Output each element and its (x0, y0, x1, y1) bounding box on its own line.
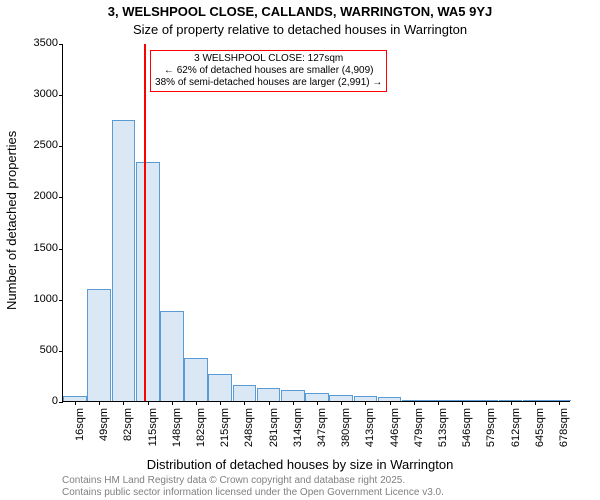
x-tick-label: 281sqm (268, 408, 280, 458)
histogram-bar (281, 390, 305, 401)
histogram-bar (257, 388, 281, 401)
x-tick-label: 380sqm (340, 408, 352, 458)
x-tick-label: 546sqm (461, 408, 473, 458)
x-tick (535, 401, 536, 405)
x-tick (99, 401, 100, 405)
x-tick (462, 401, 463, 405)
x-tick (486, 401, 487, 405)
histogram-bar (233, 385, 257, 401)
x-tick (317, 401, 318, 405)
chart-container: 3, WELSHPOOL CLOSE, CALLANDS, WARRINGTON… (0, 0, 600, 500)
y-tick (59, 402, 63, 403)
x-tick (414, 401, 415, 405)
x-tick-label: 248sqm (243, 408, 255, 458)
annotation-line1: 3 WELSHPOOL CLOSE: 127sqm (155, 53, 382, 65)
x-tick-label: 413sqm (364, 408, 376, 458)
x-tick-label: 347sqm (316, 408, 328, 458)
y-tick-label: 2000 (34, 190, 58, 202)
histogram-bar (87, 289, 111, 402)
x-tick-label: 148sqm (171, 408, 183, 458)
y-tick (59, 44, 63, 45)
reference-line (144, 44, 146, 401)
chart-title-line1: 3, WELSHPOOL CLOSE, CALLANDS, WARRINGTON… (0, 4, 600, 19)
x-tick (390, 401, 391, 405)
y-tick-label: 0 (52, 395, 58, 407)
x-tick-label: 645sqm (534, 408, 546, 458)
histogram-bar (305, 393, 329, 401)
y-tick (59, 95, 63, 96)
x-tick-label: 115sqm (147, 408, 159, 458)
x-tick (365, 401, 366, 405)
y-tick (59, 146, 63, 147)
y-tick-label: 500 (40, 344, 58, 356)
x-tick-label: 479sqm (413, 408, 425, 458)
x-tick-label: 513sqm (437, 408, 449, 458)
attribution-line1: Contains HM Land Registry data © Crown c… (62, 475, 405, 486)
y-tick (59, 197, 63, 198)
x-tick (559, 401, 560, 405)
x-tick (269, 401, 270, 405)
x-tick (293, 401, 294, 405)
x-tick (341, 401, 342, 405)
histogram-bar (160, 311, 184, 401)
chart-title-line2: Size of property relative to detached ho… (0, 22, 600, 37)
y-tick-label: 2500 (34, 139, 58, 151)
x-tick-label: 446sqm (389, 408, 401, 458)
x-tick-label: 678sqm (558, 408, 570, 458)
histogram-bar (112, 120, 136, 401)
x-tick (75, 401, 76, 405)
x-tick-label: 182sqm (195, 408, 207, 458)
annotation-box: 3 WELSHPOOL CLOSE: 127sqm ← 62% of detac… (150, 50, 387, 92)
y-axis-label: Number of detached properties (4, 131, 19, 310)
x-axis-label: Distribution of detached houses by size … (0, 457, 600, 472)
x-tick-label: 314sqm (292, 408, 304, 458)
y-tick-label: 3000 (34, 88, 58, 100)
x-tick (123, 401, 124, 405)
x-tick-label: 16sqm (74, 408, 86, 458)
x-tick-label: 49sqm (98, 408, 110, 458)
histogram-bar (184, 358, 208, 401)
annotation-line3: 38% of semi-detached houses are larger (… (155, 77, 382, 89)
y-tick-label: 3500 (34, 37, 58, 49)
x-tick-label: 612sqm (510, 408, 522, 458)
x-tick-label: 579sqm (485, 408, 497, 458)
x-tick (438, 401, 439, 405)
x-tick (172, 401, 173, 405)
x-tick (244, 401, 245, 405)
x-tick (196, 401, 197, 405)
y-tick (59, 300, 63, 301)
x-tick-label: 82sqm (122, 408, 134, 458)
y-tick (59, 249, 63, 250)
histogram-bar (208, 374, 232, 401)
histogram-bar (136, 162, 160, 401)
attribution-line2: Contains public sector information licen… (62, 487, 444, 498)
y-tick-label: 1000 (34, 293, 58, 305)
y-tick (59, 351, 63, 352)
y-tick-label: 1500 (34, 242, 58, 254)
x-tick (220, 401, 221, 405)
x-tick (148, 401, 149, 405)
annotation-line2: ← 62% of detached houses are smaller (4,… (155, 65, 382, 77)
x-tick (511, 401, 512, 405)
x-tick-label: 215sqm (219, 408, 231, 458)
plot-area: 3 WELSHPOOL CLOSE: 127sqm ← 62% of detac… (62, 44, 570, 402)
